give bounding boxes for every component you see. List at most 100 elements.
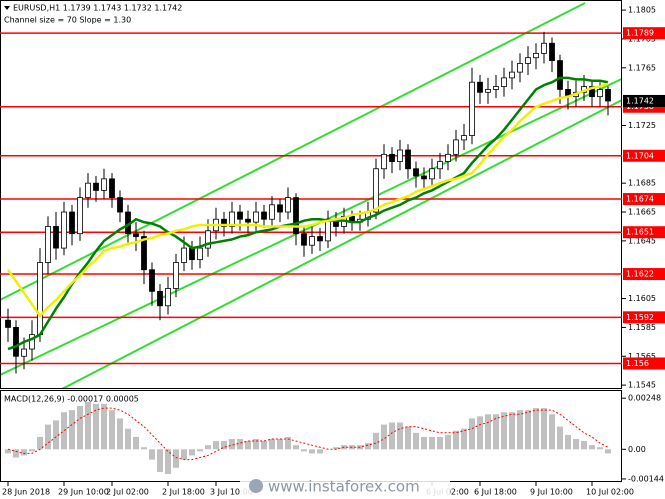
candle-body [501, 77, 507, 87]
macd-bar [501, 412, 507, 450]
y-tick-label: 1.1725 [628, 121, 656, 130]
macd-bar [245, 441, 251, 450]
x-tick-label: 6 Jul 18:00 [474, 488, 517, 497]
macd-bar [189, 449, 195, 456]
macd-bar [485, 414, 491, 450]
macd-bar [541, 408, 547, 450]
macd-bar [565, 434, 571, 450]
macd-bar [317, 449, 323, 454]
candle-body [285, 197, 291, 213]
macd-bar [21, 449, 27, 456]
level-label: 1.1651 [626, 228, 654, 237]
watermark-text: www.instaforex.com [268, 478, 420, 496]
candle-body [301, 233, 307, 246]
macd-bar [253, 438, 259, 450]
candle-body [445, 153, 451, 162]
level-label: 1.1622 [626, 270, 654, 279]
candle-body [397, 149, 403, 162]
macd-bar [181, 449, 187, 460]
y-tick-label: 1.1585 [628, 323, 656, 332]
macd-bar [509, 412, 515, 450]
macd-bar [269, 438, 275, 450]
x-tick-label: 2 Jul 18:00 [162, 488, 205, 497]
macd-bar [165, 449, 171, 474]
macd-bar [493, 414, 499, 450]
candle-body [453, 139, 459, 155]
macd-bar [333, 447, 339, 450]
macd-title: MACD(12,26,9) -0.00017 0.00005 [4, 395, 139, 404]
candle-body [5, 319, 11, 328]
macd-bar [101, 403, 107, 450]
candle-body [509, 71, 515, 79]
moving-average [7, 76, 609, 351]
candle-body [485, 89, 491, 93]
watermark: www.instaforex.com [240, 475, 450, 497]
watermark-bg [240, 475, 450, 497]
macd-bar [405, 426, 411, 450]
candle-body [261, 211, 267, 220]
candle-body [429, 168, 435, 180]
candle-body [245, 218, 251, 223]
candle-body [413, 168, 419, 177]
channel-line [0, 2, 586, 301]
macd-bar [557, 426, 563, 450]
macd-bar [261, 441, 267, 450]
candle-body [269, 204, 275, 220]
macd-bar [29, 449, 35, 452]
candle-body [605, 89, 611, 102]
moving-average [6, 82, 609, 318]
macd-bar [125, 428, 131, 450]
candle-body [525, 57, 531, 64]
macd-bar [573, 438, 579, 450]
macd-bar [237, 438, 243, 450]
macd-bar [605, 449, 611, 454]
macd-bar [309, 449, 315, 454]
candle-body [309, 236, 315, 246]
macd-bar [77, 406, 83, 450]
candle-body [181, 247, 187, 263]
menu-icon [4, 6, 10, 10]
macd-bar [229, 438, 235, 450]
y-tick-label: 0.00248 [628, 394, 661, 403]
candle-body [277, 204, 283, 213]
macd-bar [85, 401, 91, 450]
y-tick-label: 1.1545 [628, 381, 656, 390]
level-label: 1.156 [626, 359, 649, 368]
macd-bar [381, 424, 387, 450]
candle-body [149, 269, 155, 292]
level-label-bg [623, 268, 665, 281]
macd-bar [429, 436, 435, 450]
macd-bar [61, 412, 67, 450]
candle-body [221, 218, 227, 227]
candle-body [69, 211, 75, 235]
level-label: 1.1592 [626, 313, 654, 322]
x-tick-label: 3 Jul 10:00 [210, 488, 253, 497]
macd-bar [533, 408, 539, 450]
macd-bar [517, 410, 523, 450]
level-label-bg [623, 357, 665, 370]
macd-bar [157, 449, 163, 472]
macd-bar [581, 441, 587, 450]
candle-body [229, 211, 235, 227]
macd-bar [197, 449, 203, 452]
x-tick-label: 9 Jul 10:00 [530, 488, 573, 497]
macd-bar [301, 449, 307, 452]
candle-body [61, 211, 67, 249]
candle-body [29, 334, 35, 350]
level-label-bg [623, 193, 665, 206]
macd-bar [173, 449, 179, 468]
level-label-bg [623, 27, 665, 40]
candle-body [293, 197, 299, 235]
x-tick-label: 2 Jul 02:00 [106, 488, 149, 497]
candle-body [21, 348, 27, 357]
candle-body [197, 247, 203, 261]
candle-body [109, 178, 115, 199]
candle-body [165, 288, 171, 307]
macd-bar [389, 422, 395, 450]
y-tick-label: 1.1645 [628, 236, 656, 245]
macd-bar [221, 441, 227, 450]
y-tick-label: 0.00 [628, 445, 646, 454]
last-price-label: 1.1742 [626, 96, 654, 105]
macd-bar [117, 418, 123, 450]
